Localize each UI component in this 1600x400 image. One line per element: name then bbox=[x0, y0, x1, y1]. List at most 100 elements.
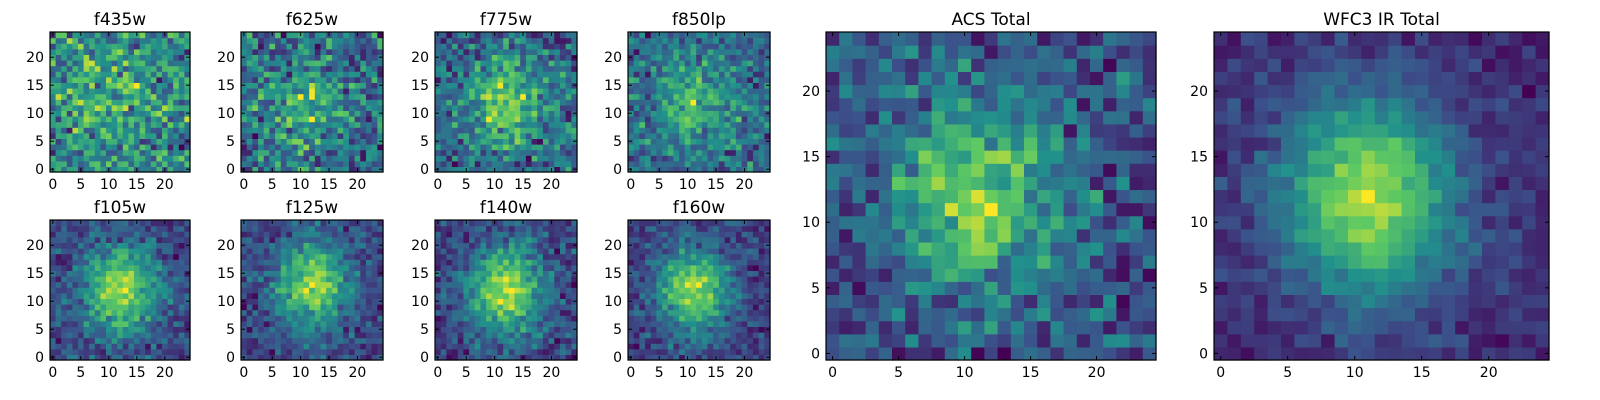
heatmap-cell bbox=[280, 60, 288, 67]
heatmap-cell bbox=[100, 82, 107, 89]
heatmap-cell bbox=[252, 127, 259, 134]
heatmap-cell bbox=[326, 93, 333, 100]
heatmap-cell bbox=[55, 149, 62, 156]
heatmap-cell bbox=[83, 132, 90, 139]
heatmap-cell bbox=[571, 276, 578, 283]
heatmap-cell bbox=[497, 104, 504, 111]
heatmap-cell bbox=[331, 292, 339, 299]
heatmap-cell bbox=[309, 155, 316, 162]
heatmap-cell bbox=[365, 76, 373, 83]
x-tick-label: 15 bbox=[707, 177, 725, 193]
heatmap-cell bbox=[173, 348, 180, 355]
heatmap-cell bbox=[55, 160, 62, 167]
heatmap-cell bbox=[173, 132, 180, 139]
heatmap-cell bbox=[343, 343, 350, 350]
heatmap-cell bbox=[537, 276, 544, 283]
heatmap-cell bbox=[89, 155, 96, 162]
heatmap-cell bbox=[463, 121, 470, 128]
heatmap-cell bbox=[246, 54, 253, 61]
heatmap-cell bbox=[701, 276, 709, 283]
heatmap-cell bbox=[548, 144, 555, 151]
heatmap-cell bbox=[145, 155, 152, 162]
heatmap-cell bbox=[365, 309, 373, 316]
heatmap-cell bbox=[377, 220, 384, 227]
heatmap-cell bbox=[559, 155, 567, 162]
heatmap-cell bbox=[360, 332, 367, 339]
heatmap-cell bbox=[320, 309, 327, 316]
heatmap-cell bbox=[66, 276, 73, 283]
heatmap-cell bbox=[503, 320, 510, 327]
heatmap-cell bbox=[531, 348, 538, 355]
heatmap-cell bbox=[354, 248, 361, 255]
heatmap-cell bbox=[741, 116, 748, 123]
heatmap-cell bbox=[139, 276, 146, 283]
heatmap-cell bbox=[486, 309, 493, 316]
heatmap-cell bbox=[303, 236, 310, 243]
heatmap-cell bbox=[162, 326, 169, 333]
heatmap-cell bbox=[480, 144, 487, 151]
heatmap-cell bbox=[61, 225, 68, 232]
heatmap-cell bbox=[128, 332, 135, 339]
heatmap-cell bbox=[559, 231, 567, 238]
heatmap-cell bbox=[106, 110, 113, 117]
heatmap-cell bbox=[61, 48, 68, 55]
heatmap-cell bbox=[696, 144, 703, 151]
heatmap-cell bbox=[514, 127, 521, 134]
heatmap-cell bbox=[537, 220, 544, 227]
heatmap-cell bbox=[435, 132, 442, 139]
heatmap-cell bbox=[752, 276, 760, 283]
heatmap-cell bbox=[537, 281, 544, 288]
heatmap-cell bbox=[167, 354, 174, 361]
heatmap-cell bbox=[263, 287, 270, 294]
heatmap-cell bbox=[252, 248, 259, 255]
heatmap-cell bbox=[718, 93, 726, 100]
heatmap-cell bbox=[525, 99, 533, 106]
heatmap-cell bbox=[497, 155, 504, 162]
heatmap-cell bbox=[480, 71, 487, 78]
heatmap-cell bbox=[525, 65, 533, 72]
heatmap-cell bbox=[559, 65, 567, 72]
heatmap-cell bbox=[178, 281, 185, 288]
heatmap-cell bbox=[150, 231, 157, 238]
heatmap-cell bbox=[145, 337, 152, 344]
heatmap-cell bbox=[331, 354, 339, 361]
heatmap-cell bbox=[571, 236, 578, 243]
heatmap-cell bbox=[269, 315, 276, 322]
heatmap-cell bbox=[128, 236, 135, 243]
heatmap-cell bbox=[83, 99, 90, 106]
heatmap-cell bbox=[531, 253, 538, 260]
heatmap-cell bbox=[548, 248, 555, 255]
heatmap-cell bbox=[275, 320, 282, 327]
heatmap-cell bbox=[156, 65, 163, 72]
heatmap-cell bbox=[331, 270, 339, 277]
heatmap-cell bbox=[111, 231, 118, 238]
heatmap-cell bbox=[173, 155, 180, 162]
heatmap-cell bbox=[667, 116, 675, 123]
heatmap-cell bbox=[286, 354, 293, 361]
heatmap-cell bbox=[554, 48, 561, 55]
heatmap-cell bbox=[377, 160, 384, 167]
heatmap-cell bbox=[435, 37, 442, 44]
heatmap-cell bbox=[435, 343, 442, 350]
heatmap-cell bbox=[72, 343, 79, 350]
heatmap-cell bbox=[156, 149, 163, 156]
heatmap-cell bbox=[639, 166, 646, 173]
heatmap-cell bbox=[139, 287, 146, 294]
heatmap-cell bbox=[162, 43, 169, 50]
heatmap-cell bbox=[435, 65, 442, 72]
heatmap-cell bbox=[348, 155, 356, 162]
heatmap-cell bbox=[554, 259, 561, 266]
heatmap-cell bbox=[537, 155, 544, 162]
heatmap-cell bbox=[531, 88, 538, 95]
heatmap-cell bbox=[463, 43, 470, 50]
heatmap-cell bbox=[440, 65, 447, 72]
heatmap-cells bbox=[628, 32, 771, 173]
heatmap-cell bbox=[72, 144, 79, 151]
heatmap-cell bbox=[514, 292, 521, 299]
heatmap-cell bbox=[258, 292, 265, 299]
heatmap-cell bbox=[360, 259, 367, 266]
heatmap-cell bbox=[314, 298, 322, 305]
heatmap-cell bbox=[656, 60, 663, 67]
heatmap-cell bbox=[178, 248, 185, 255]
heatmap-cell bbox=[435, 332, 442, 339]
